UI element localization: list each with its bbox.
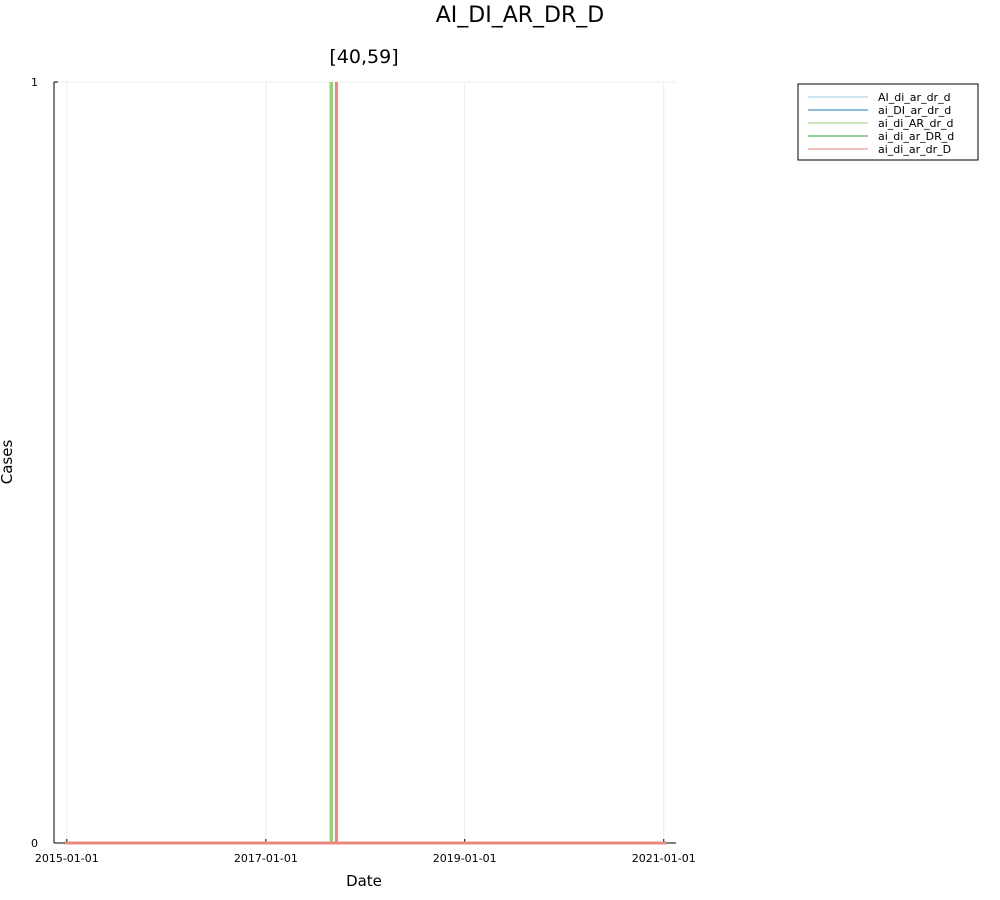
axes (53, 81, 676, 844)
chart-subtitle: [40,59] (329, 46, 398, 68)
x-tick-label: 2019-01-01 (433, 852, 497, 865)
y-tick-label: 1 (31, 76, 38, 89)
x-tick-label: 2017-01-01 (234, 852, 298, 865)
legend-label: ai_di_ar_DR_d (878, 130, 954, 143)
y-axis-label: Cases (0, 440, 16, 485)
series-line-ai-di-ar-dr-d-4 (64, 82, 667, 845)
series-line-ai-di-ar-dr-d-0 (64, 82, 667, 845)
x-tick-label: 2021-01-01 (632, 852, 696, 865)
y-tick-label: 0 (31, 837, 38, 850)
x-tick-label: 2015-01-01 (35, 852, 99, 865)
legend-label: ai_di_ar_dr_D (878, 143, 951, 156)
grid (54, 81, 676, 844)
chart-title: AI_DI_AR_DR_D (436, 3, 604, 28)
legend: AI_di_ar_dr_dai_DI_ar_dr_dai_di_AR_dr_da… (797, 83, 979, 161)
legend-label: ai_di_AR_dr_d (878, 117, 954, 130)
plot-series (64, 82, 667, 845)
x-axis-label: Date (346, 872, 382, 890)
legend-label: AI_di_ar_dr_d (878, 91, 951, 104)
series-line-ai-di-ar-dr-d-2 (64, 82, 667, 845)
legend-label: ai_DI_ar_dr_d (878, 104, 951, 117)
tick-labels: 2015-01-01 2017-01-01 2019-01-01 2021-01-01… (31, 76, 696, 865)
